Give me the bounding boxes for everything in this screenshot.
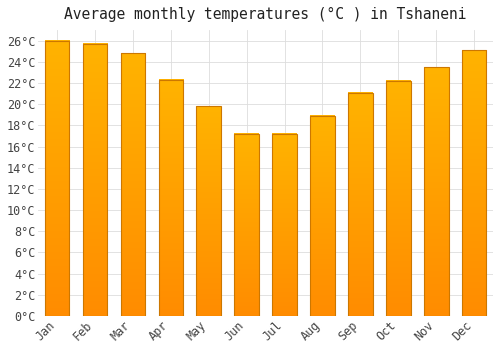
- Bar: [348, 92, 372, 316]
- Bar: [462, 50, 486, 316]
- Bar: [83, 44, 108, 316]
- Bar: [272, 134, 297, 316]
- Bar: [196, 106, 221, 316]
- Title: Average monthly temperatures (°C ) in Tshaneni: Average monthly temperatures (°C ) in Ts…: [64, 7, 467, 22]
- Bar: [158, 80, 183, 316]
- Bar: [120, 53, 146, 316]
- Bar: [310, 116, 335, 316]
- Bar: [424, 67, 448, 316]
- Bar: [45, 41, 70, 316]
- Bar: [234, 134, 259, 316]
- Bar: [386, 81, 410, 316]
